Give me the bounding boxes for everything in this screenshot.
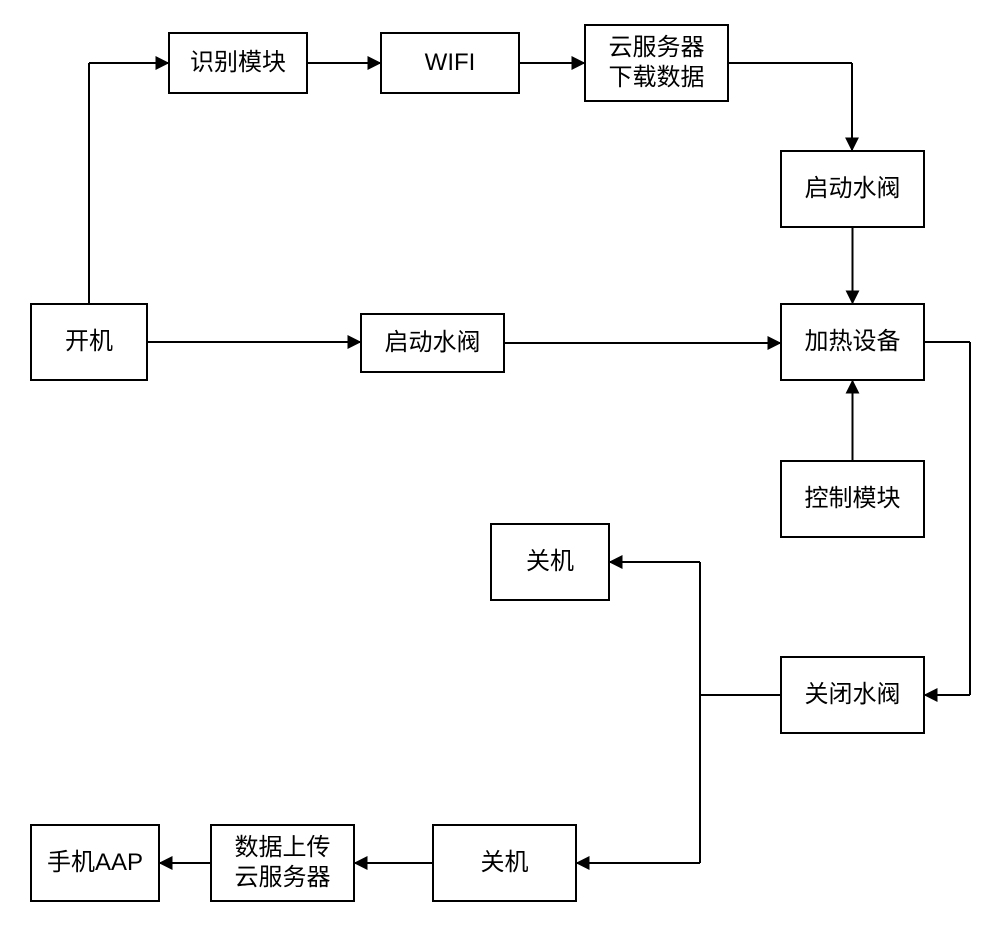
node-label: 云服务器 下载数据	[609, 33, 705, 93]
node-label: 识别模块	[190, 48, 286, 78]
node-control_module: 控制模块	[780, 460, 925, 538]
node-recognition: 识别模块	[168, 32, 308, 94]
flowchart-stage: 开机识别模块WIFI云服务器 下载数据启动水阀启动水阀加热设备控制模块关机关闭水…	[0, 0, 1000, 938]
node-heater: 加热设备	[780, 303, 925, 381]
node-phone_app: 手机AAP	[30, 824, 160, 902]
node-label: 开机	[65, 327, 113, 357]
node-label: 关闭水阀	[805, 680, 901, 710]
node-label: 加热设备	[805, 327, 901, 357]
node-close_valve: 关闭水阀	[780, 656, 925, 734]
node-start_valve_top: 启动水阀	[780, 150, 925, 228]
node-power_on: 开机	[30, 303, 148, 381]
node-label: 关机	[481, 848, 529, 878]
node-upload_cloud: 数据上传 云服务器	[210, 824, 355, 902]
node-shutdown_bottom: 关机	[432, 824, 577, 902]
node-label: 手机AAP	[47, 848, 143, 878]
node-label: 启动水阀	[385, 328, 481, 358]
node-label: 数据上传 云服务器	[235, 833, 331, 893]
node-label: WIFI	[425, 48, 476, 78]
node-label: 启动水阀	[805, 174, 901, 204]
node-shutdown_top: 关机	[490, 523, 610, 601]
node-label: 控制模块	[805, 484, 901, 514]
node-cloud_download: 云服务器 下载数据	[584, 24, 729, 102]
node-wifi: WIFI	[380, 32, 520, 94]
node-label: 关机	[526, 547, 574, 577]
node-start_valve_mid: 启动水阀	[360, 313, 505, 373]
